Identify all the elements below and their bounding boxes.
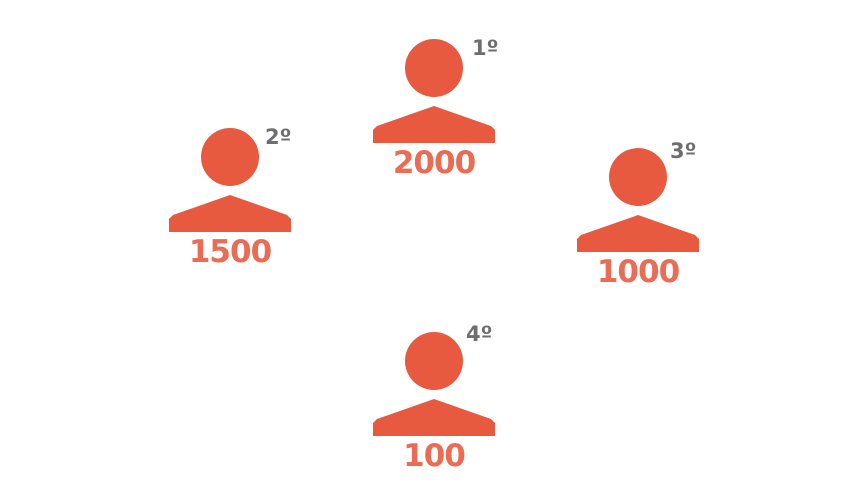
- score-value: 1000: [596, 254, 680, 290]
- person-icon: [577, 148, 699, 252]
- ranking-person-4: 4º 100: [369, 324, 499, 481]
- ranking-person-1: 1º 2000: [369, 38, 499, 188]
- person-icon: [169, 128, 291, 232]
- ranking-person-2: 2º 1500: [165, 127, 295, 277]
- rank-label: 4º: [466, 322, 493, 346]
- person-icon: [373, 39, 495, 143]
- person-icon: [373, 332, 495, 436]
- score-value: 1500: [188, 234, 272, 270]
- score-value: 100: [403, 438, 466, 474]
- rank-label: 3º: [670, 139, 697, 163]
- rank-label: 1º: [472, 36, 499, 60]
- rank-label: 2º: [265, 125, 292, 149]
- ranking-person-3: 3º 1000: [573, 141, 703, 297]
- score-value: 2000: [392, 145, 476, 181]
